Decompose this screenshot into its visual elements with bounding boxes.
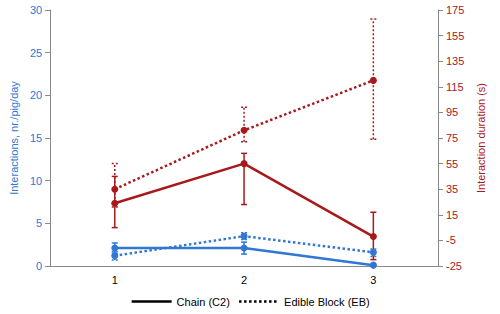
svg-text:135: 135	[446, 55, 464, 67]
svg-text:35: 35	[446, 183, 458, 195]
svg-text:2: 2	[241, 274, 247, 286]
svg-text:-25: -25	[446, 260, 462, 272]
svg-text:155: 155	[446, 30, 464, 42]
svg-text:20: 20	[30, 89, 42, 101]
svg-text:5: 5	[36, 217, 42, 229]
svg-text:-5: -5	[446, 234, 456, 246]
svg-text:Interactions, nr./pig/day: Interactions, nr./pig/day	[8, 81, 20, 195]
svg-text:15: 15	[30, 132, 42, 144]
svg-text:15: 15	[446, 209, 458, 221]
svg-text:55: 55	[446, 158, 458, 170]
svg-text:95: 95	[446, 106, 458, 118]
svg-text:Interaction duration (s): Interaction duration (s)	[475, 83, 487, 193]
svg-text:75: 75	[446, 132, 458, 144]
svg-text:115: 115	[446, 81, 464, 93]
svg-text:25: 25	[30, 47, 42, 59]
svg-text:30: 30	[30, 4, 42, 16]
svg-text:10: 10	[30, 175, 42, 187]
svg-text:Edible Block (EB): Edible Block (EB)	[284, 296, 370, 308]
svg-text:175: 175	[446, 4, 464, 16]
svg-text:3: 3	[370, 274, 376, 286]
svg-text:0: 0	[36, 260, 42, 272]
svg-text:Chain (C2): Chain (C2)	[177, 296, 230, 308]
svg-text:1: 1	[112, 274, 118, 286]
